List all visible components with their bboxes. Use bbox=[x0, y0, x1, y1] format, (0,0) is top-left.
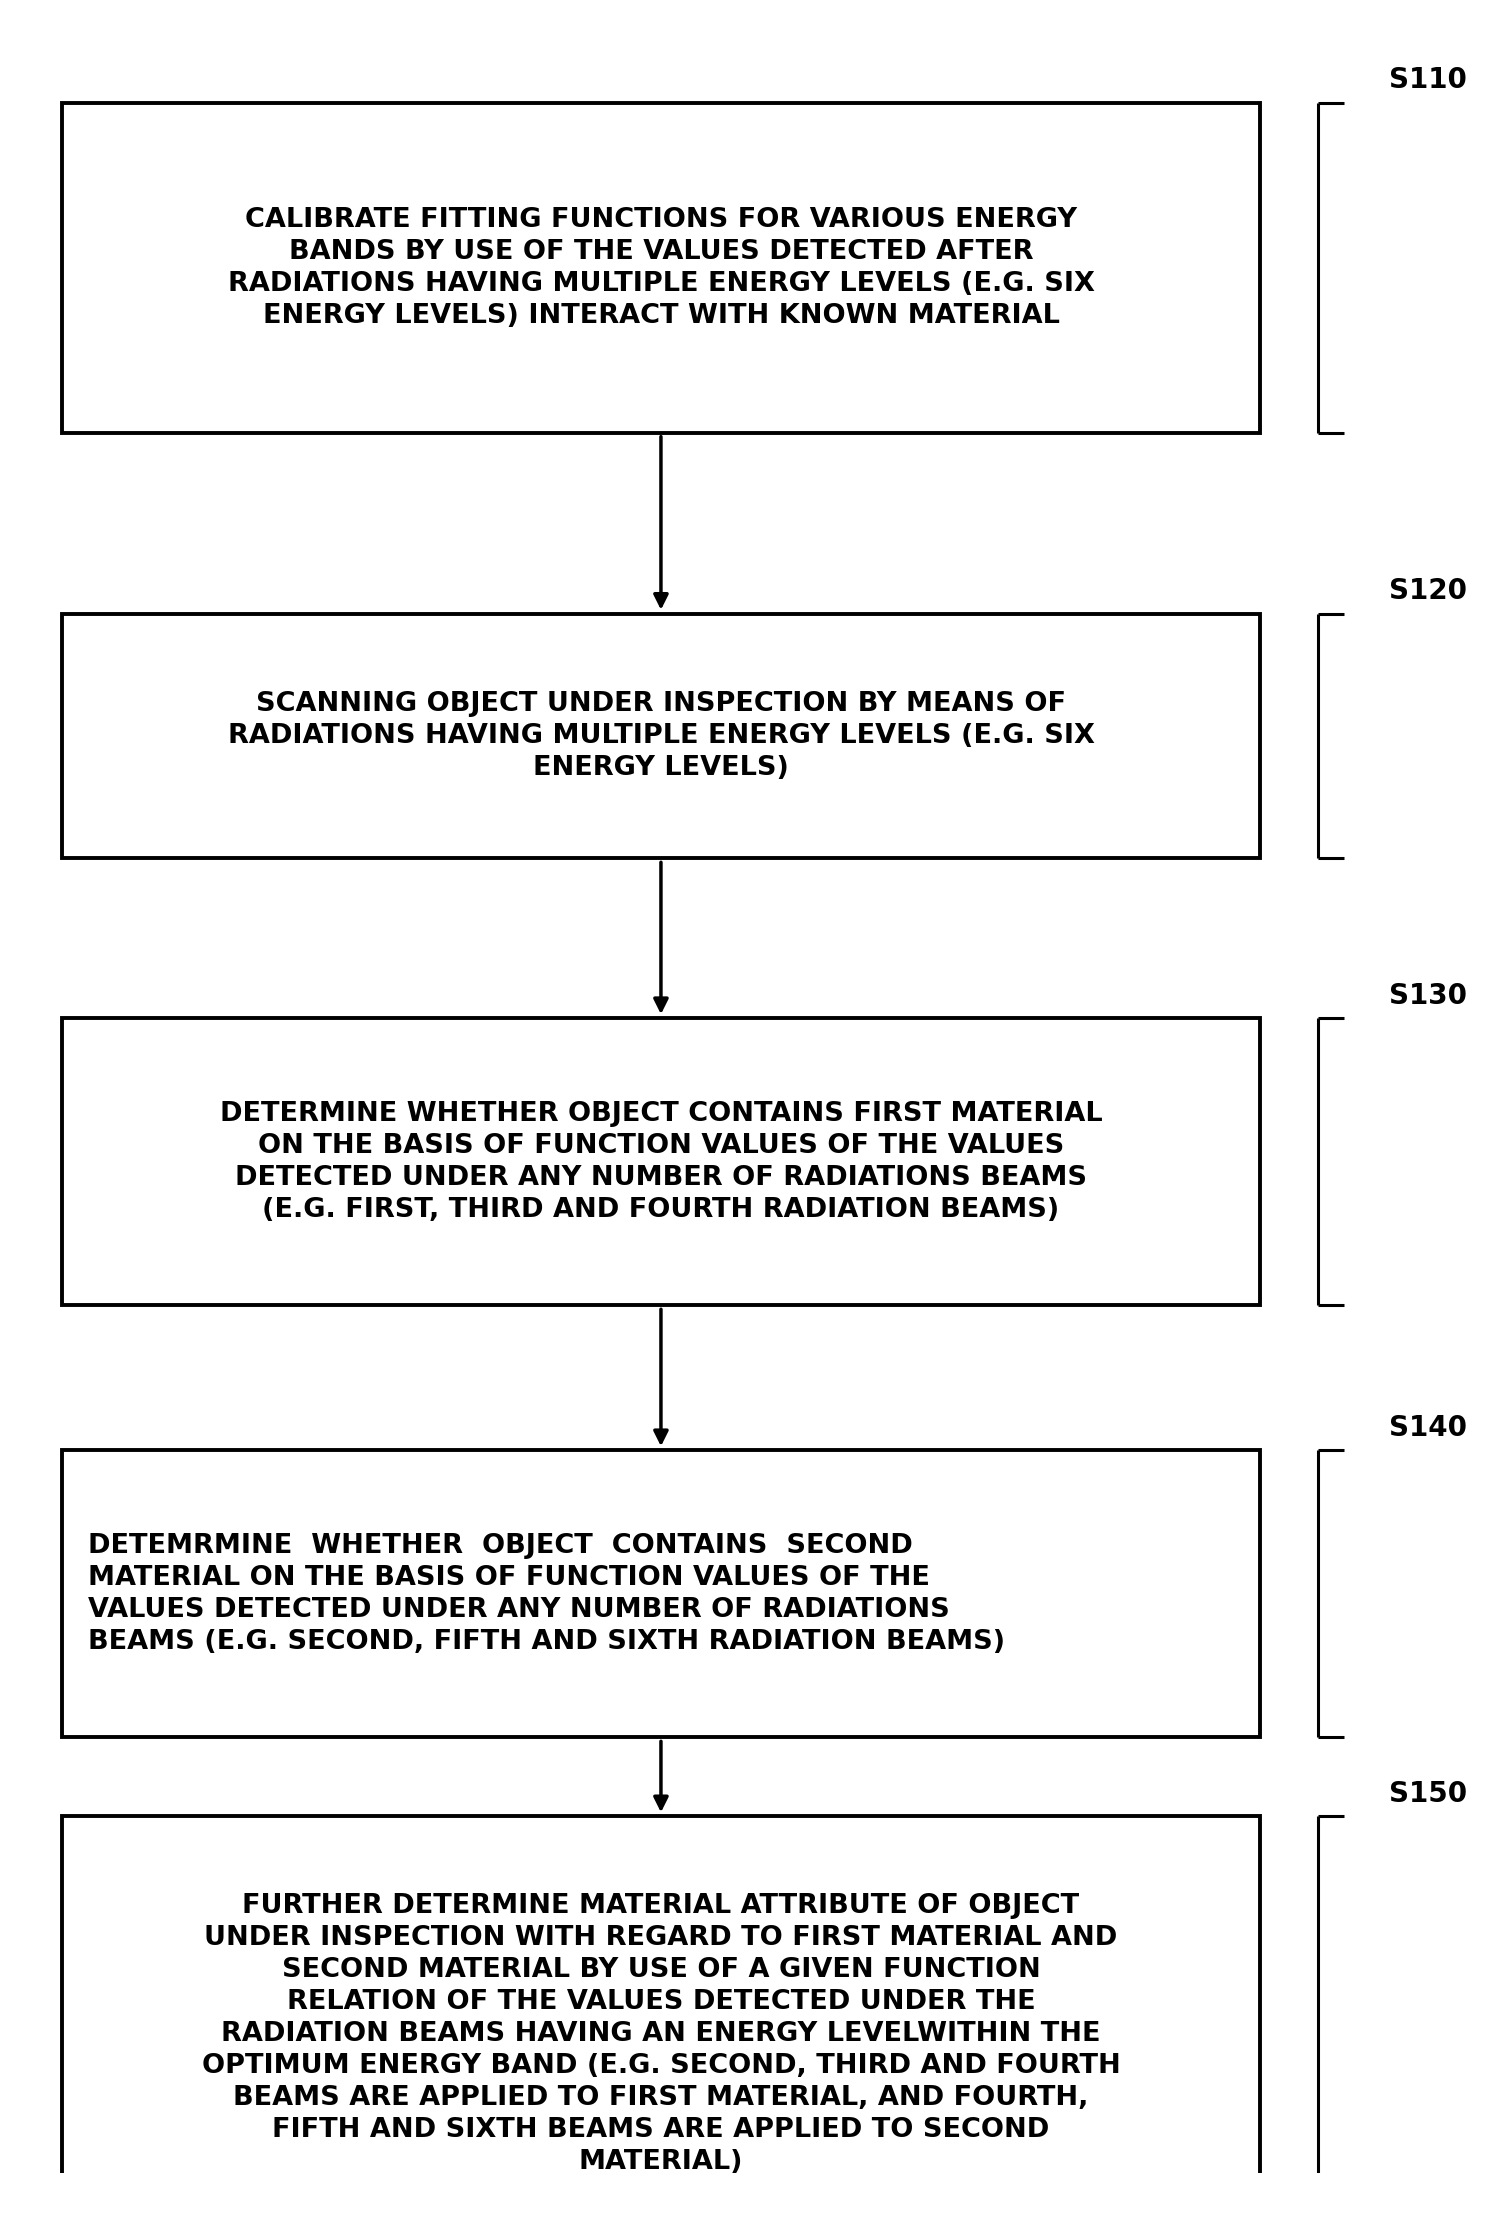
FancyBboxPatch shape bbox=[63, 102, 1259, 432]
Text: CALIBRATE FITTING FUNCTIONS FOR VARIOUS ENERGY
BANDS BY USE OF THE VALUES DETECT: CALIBRATE FITTING FUNCTIONS FOR VARIOUS … bbox=[227, 206, 1095, 328]
FancyBboxPatch shape bbox=[63, 1816, 1259, 2217]
Text: FURTHER DETERMINE MATERIAL ATTRIBUTE OF OBJECT
UNDER INSPECTION WITH REGARD TO F: FURTHER DETERMINE MATERIAL ATTRIBUTE OF … bbox=[202, 1893, 1120, 2175]
Text: S130: S130 bbox=[1389, 982, 1467, 1009]
Text: S110: S110 bbox=[1389, 67, 1467, 95]
FancyBboxPatch shape bbox=[63, 614, 1259, 858]
Text: DETEMRMINE  WHETHER  OBJECT  CONTAINS  SECOND
MATERIAL ON THE BASIS OF FUNCTION : DETEMRMINE WHETHER OBJECT CONTAINS SECON… bbox=[88, 1532, 1005, 1654]
Text: S140: S140 bbox=[1389, 1414, 1467, 1441]
Text: SCANNING OBJECT UNDER INSPECTION BY MEANS OF
RADIATIONS HAVING MULTIPLE ENERGY L: SCANNING OBJECT UNDER INSPECTION BY MEAN… bbox=[227, 692, 1095, 780]
Text: S150: S150 bbox=[1389, 1780, 1467, 1807]
FancyBboxPatch shape bbox=[63, 1018, 1259, 1306]
Text: DETERMINE WHETHER OBJECT CONTAINS FIRST MATERIAL
ON THE BASIS OF FUNCTION VALUES: DETERMINE WHETHER OBJECT CONTAINS FIRST … bbox=[220, 1100, 1103, 1224]
Text: S120: S120 bbox=[1389, 576, 1467, 605]
FancyBboxPatch shape bbox=[63, 1450, 1259, 1738]
